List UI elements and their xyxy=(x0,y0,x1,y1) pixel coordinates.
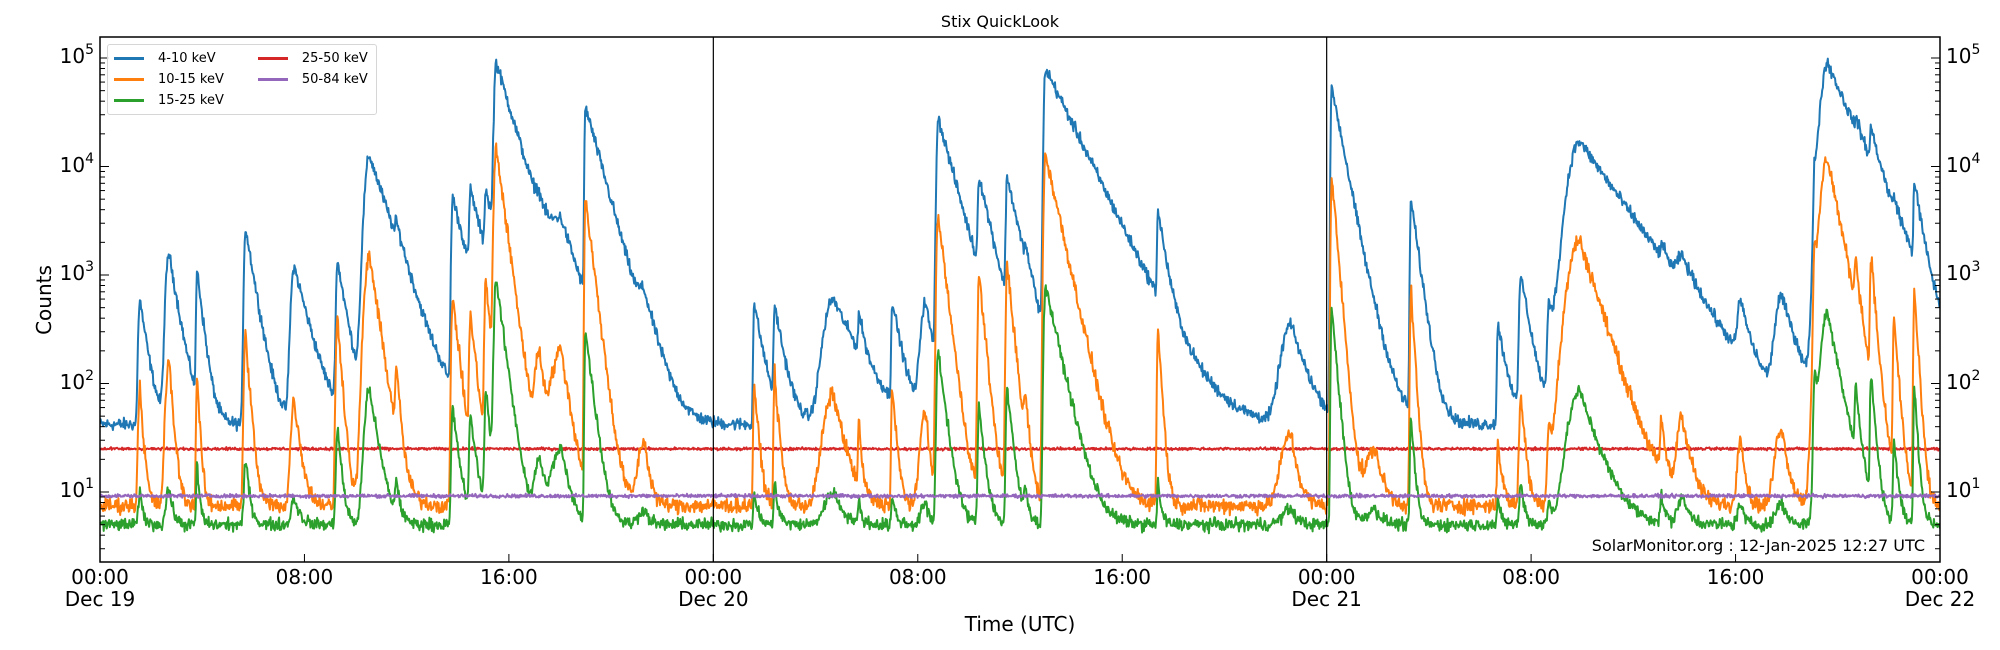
y-tick-label-left: 102 xyxy=(59,367,94,394)
x-tick-label: 00:00 Dec 20 xyxy=(678,565,749,611)
y-tick-label-right: 104 xyxy=(1946,150,1981,177)
y-tick-label-right: 103 xyxy=(1946,259,1981,285)
y-tick-label-right: 102 xyxy=(1946,367,1981,394)
data-traces xyxy=(100,57,1940,535)
series-line-15-25-kev xyxy=(100,281,1940,535)
series-line-50-84-kev xyxy=(100,492,1940,500)
legend-label: 50-84 keV xyxy=(301,72,368,87)
legend-swatch xyxy=(114,57,144,60)
legend-label: 4-10 keV xyxy=(158,51,216,66)
y-tick-label-left: 104 xyxy=(59,150,94,177)
legend-label: 15-25 keV xyxy=(158,93,224,108)
legend-label: 25-50 keV xyxy=(301,51,368,66)
watermark: SolarMonitor.org : 12-Jan-2025 12:27 UTC xyxy=(1591,536,1925,555)
series-line-10-15-kev xyxy=(100,142,1940,517)
x-tick-label: 08:00 xyxy=(888,565,947,589)
legend-item: 4-10 keV xyxy=(114,49,224,68)
y-tick-label-right: 105 xyxy=(1946,42,1981,68)
series-line-25-50-kev xyxy=(100,446,1940,452)
y-tick-label-right: 101 xyxy=(1946,476,1981,502)
x-tick-label: 00:00 Dec 21 xyxy=(1291,565,1362,611)
legend-item: 25-50 keV xyxy=(257,49,368,68)
y-axis-label: Counts xyxy=(32,265,56,335)
axes xyxy=(99,36,1941,563)
x-tick-label: 08:00 xyxy=(1502,565,1560,589)
legend-swatch xyxy=(257,57,288,60)
x-tick-label: 00:00 Dec 19 xyxy=(64,565,136,611)
legend-swatch xyxy=(114,78,144,81)
legend: 4-10 keV 25-50 keV 10-15 keV 50-84 keV 1… xyxy=(107,44,377,115)
y-tick-label-left: 103 xyxy=(59,259,94,285)
legend-swatch xyxy=(114,99,144,102)
legend-item: 10-15 keV xyxy=(114,70,224,89)
series-line-4-10-kev xyxy=(100,57,1940,432)
chart-title: Stix QuickLook xyxy=(940,12,1060,31)
legend-item: 50-84 keV xyxy=(257,70,368,89)
y-tick-label-left: 105 xyxy=(59,42,94,68)
x-tick-label: 08:00 xyxy=(275,565,334,589)
x-tick-label: 00:00 Dec 22 xyxy=(1904,565,1976,611)
legend-label: 10-15 keV xyxy=(158,72,224,87)
x-tick-label: 16:00 xyxy=(480,565,538,589)
x-tick-label: 16:00 xyxy=(1093,565,1152,589)
y-tick-label-left: 101 xyxy=(59,476,94,502)
legend-swatch xyxy=(257,78,288,81)
legend-item: 15-25 keV xyxy=(114,91,224,110)
x-axis-label: Time (UTC) xyxy=(964,612,1076,636)
x-tick-label: 16:00 xyxy=(1706,565,1765,589)
